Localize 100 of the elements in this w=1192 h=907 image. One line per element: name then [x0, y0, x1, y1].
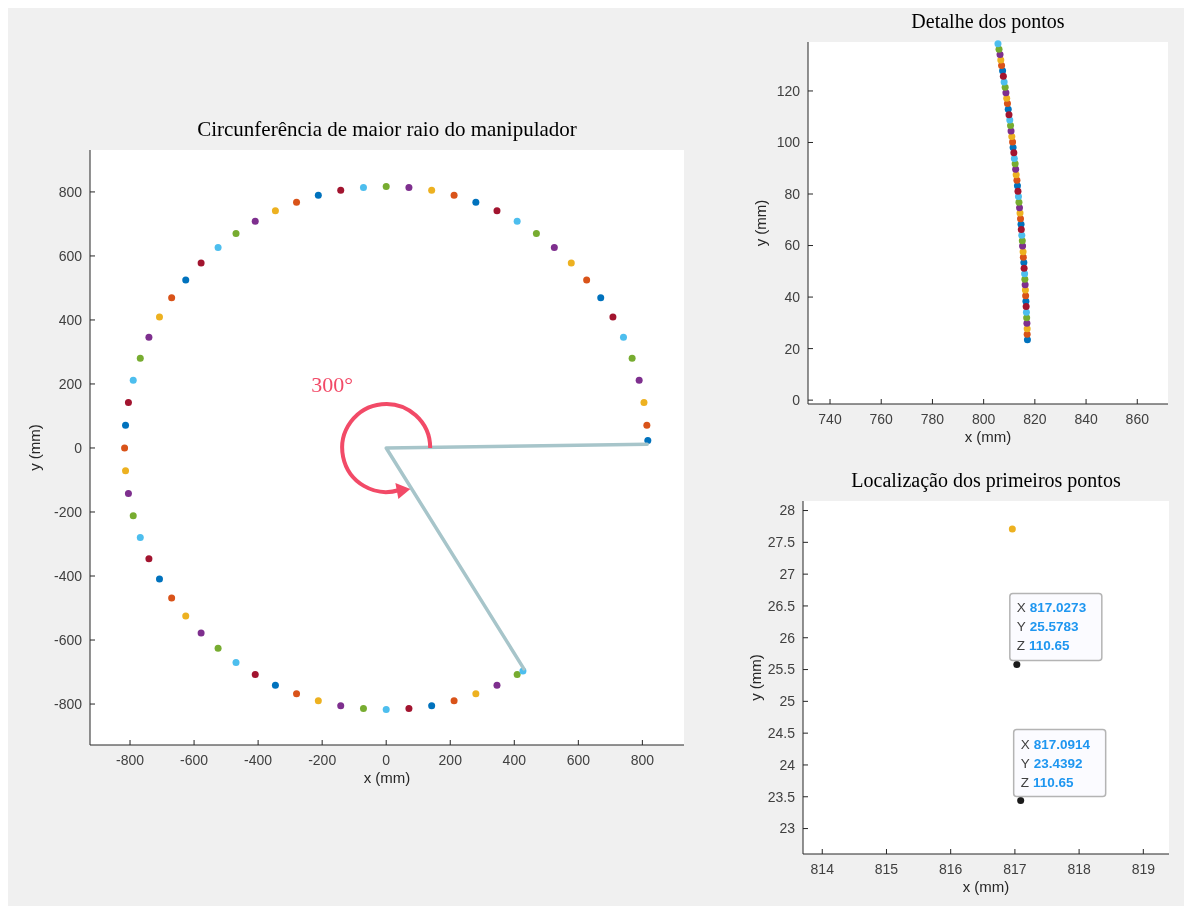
point: [359, 705, 367, 713]
x-tick-label: -400: [244, 752, 273, 768]
point: [1023, 319, 1031, 327]
annotation: X 817.0273 Y 25.5783 Z 110.65: [1016, 600, 1087, 654]
chart-title: Detalhe dos pontos: [911, 10, 1065, 33]
point: [122, 421, 130, 429]
point: [197, 629, 205, 637]
y-tick-label: 800: [58, 183, 83, 200]
y-axis-title: y (mm): [752, 199, 769, 247]
point: [619, 333, 627, 341]
x-tick-label: 819: [1131, 861, 1156, 877]
x-tick-label: 814: [810, 861, 835, 877]
y-tick-label: 40: [784, 288, 801, 305]
point: [1022, 292, 1030, 300]
point: [271, 207, 279, 215]
point: [450, 191, 458, 199]
point: [405, 183, 413, 191]
x-tick-label: 740: [818, 411, 842, 427]
y-tick-label: 24.5: [767, 725, 796, 742]
y-tick-label: 26.5: [767, 597, 796, 614]
y-axis-title: y (mm): [747, 654, 764, 701]
point: [550, 244, 558, 252]
x-axis-title: x (mm): [363, 769, 411, 786]
y-tick-label: 0: [792, 392, 801, 409]
point: [1021, 275, 1029, 283]
point: [197, 259, 205, 267]
y-tick-label: 27.5: [767, 534, 796, 551]
x-tick-label: 800: [630, 752, 655, 768]
y-tick-label: 26: [779, 629, 796, 646]
y-tick-label: 120: [776, 82, 801, 99]
y-tick-label: 80: [784, 185, 801, 202]
point: [129, 512, 137, 520]
point: [405, 705, 413, 713]
y-tick-label: -400: [53, 567, 83, 584]
point: [124, 489, 132, 497]
point: [359, 183, 367, 191]
point: [994, 40, 1002, 48]
point: [251, 671, 259, 679]
point: [532, 230, 540, 238]
x-tick-label: 816: [939, 861, 963, 877]
point: [1020, 264, 1028, 272]
point: [450, 697, 458, 705]
y-tick-label: 23.5: [767, 788, 796, 805]
point: [214, 644, 222, 652]
point: [155, 575, 163, 583]
point: [597, 294, 605, 302]
point: [214, 244, 222, 252]
point: [1022, 308, 1030, 316]
y-tick-label: 25: [779, 693, 796, 710]
y-tick-label: 600: [58, 247, 83, 264]
x-tick-label: 760: [869, 411, 894, 427]
y-tick-label: -800: [53, 695, 83, 712]
point: [1021, 286, 1029, 294]
point: [428, 702, 436, 710]
x-tick-label: 815: [874, 861, 899, 877]
point: [121, 444, 129, 452]
point: [472, 198, 480, 206]
point: [1010, 154, 1018, 162]
point: [129, 376, 137, 384]
point: [567, 259, 575, 267]
y-tick-label: -200: [53, 503, 83, 520]
point: [251, 217, 259, 225]
point: [337, 186, 345, 194]
point: [145, 333, 153, 341]
x-tick-label: 817: [1003, 861, 1027, 877]
chart-title: Localização dos primeiros pontos: [851, 469, 1121, 492]
point: [136, 354, 144, 362]
point: [314, 191, 322, 199]
point: [136, 534, 144, 542]
x-tick-label: 818: [1067, 861, 1091, 877]
point: [1005, 111, 1013, 119]
y-axis-title: y (mm): [26, 424, 43, 471]
point: [609, 313, 617, 321]
x-axis-title: x (mm): [962, 878, 1010, 895]
x-tick-label: 860: [1125, 411, 1150, 427]
x-tick-label: 400: [502, 752, 527, 768]
point: [628, 354, 636, 362]
point: [1006, 116, 1014, 124]
point: [1013, 176, 1021, 184]
point: [1010, 149, 1018, 157]
point: [643, 421, 651, 429]
y-tick-label: 28: [779, 502, 796, 519]
annotation: 300°: [311, 371, 354, 397]
x-tick-label: -200: [308, 752, 337, 768]
point: [1003, 94, 1011, 102]
point: [382, 182, 390, 190]
point: [168, 294, 176, 302]
x-tick-label: 600: [566, 752, 591, 768]
x-tick-label: 200: [438, 752, 463, 768]
chart-title: Circunferência de maior raio do manipulador: [197, 117, 577, 141]
point: [428, 186, 436, 194]
point: [472, 690, 480, 698]
point: [513, 671, 521, 679]
point: [314, 697, 322, 705]
point: [640, 399, 648, 407]
annotation: X 817.0914 Y 23.4392 Z 110.65: [1020, 736, 1091, 790]
x-tick-label: -600: [180, 752, 209, 768]
y-tick-label: -600: [53, 631, 83, 648]
point: [998, 61, 1006, 69]
point: [1018, 231, 1026, 239]
